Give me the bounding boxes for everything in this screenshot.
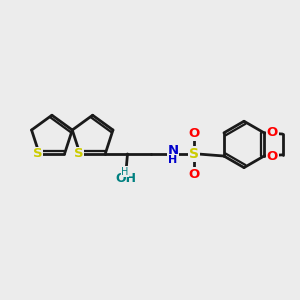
Text: N: N [167, 145, 178, 158]
Text: O: O [266, 150, 278, 163]
Text: H: H [168, 155, 178, 166]
Text: S: S [74, 147, 83, 161]
Text: S: S [189, 147, 199, 161]
Text: H: H [122, 167, 129, 177]
Text: O: O [188, 127, 200, 140]
Text: S: S [33, 147, 43, 161]
Text: O: O [188, 168, 200, 181]
Text: OH: OH [116, 172, 136, 185]
Text: O: O [266, 126, 278, 139]
